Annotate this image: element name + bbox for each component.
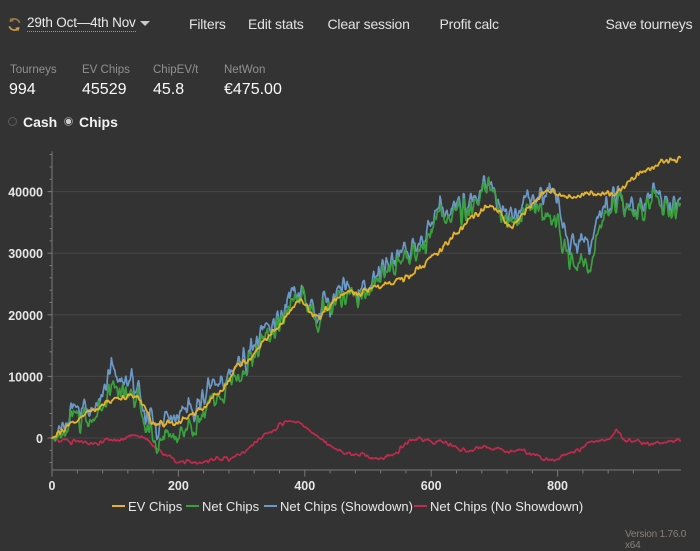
- svg-text:0: 0: [49, 479, 56, 493]
- svg-text:0: 0: [36, 432, 43, 446]
- svg-text:20000: 20000: [8, 309, 43, 323]
- svg-text:10000: 10000: [8, 370, 43, 384]
- svg-text:400: 400: [294, 479, 315, 493]
- svg-text:600: 600: [421, 479, 442, 493]
- svg-text:200: 200: [168, 479, 189, 493]
- svg-text:800: 800: [547, 479, 568, 493]
- svg-text:40000: 40000: [8, 186, 43, 200]
- svg-text:30000: 30000: [8, 247, 43, 261]
